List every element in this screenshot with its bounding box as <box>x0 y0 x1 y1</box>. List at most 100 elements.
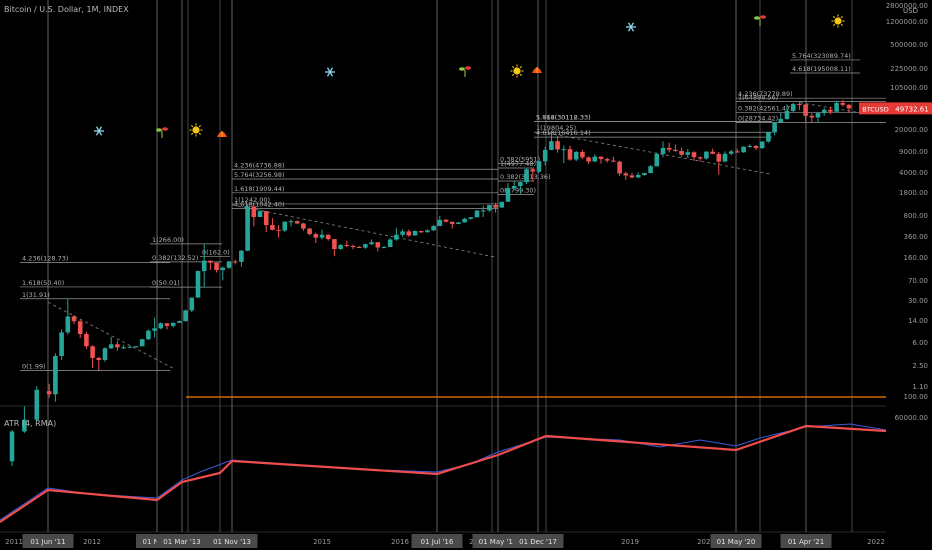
candle-body <box>22 419 27 432</box>
candle-body <box>660 147 666 154</box>
candle-body <box>511 186 517 189</box>
atr-tick-label: 100.00 <box>904 393 929 401</box>
date-marker-label: 01 Jun '11 <box>30 538 65 546</box>
candle-body <box>363 244 368 248</box>
candle-body <box>115 344 120 348</box>
candle-body <box>146 330 151 340</box>
date-marker-badge <box>710 534 762 548</box>
candle-body <box>772 122 777 133</box>
candle-body <box>34 389 40 420</box>
fib-level-label: 1.618(50.40) <box>22 279 64 287</box>
candle-body <box>846 104 852 109</box>
candle-body <box>394 234 399 240</box>
price-tick-label: 1.10 <box>912 383 928 391</box>
candle-body <box>741 146 746 153</box>
candle-body <box>53 356 58 395</box>
candle-body <box>728 151 734 154</box>
candle-body <box>561 149 567 151</box>
candle-body <box>313 234 319 238</box>
candle-body <box>487 205 492 211</box>
fib-level-label: 0(50.01) <box>152 279 180 287</box>
candle-body <box>530 169 536 172</box>
price-tick-label: 105000.00 <box>890 84 928 92</box>
candle-body <box>592 156 598 162</box>
fib-level-label: 4.618(195008.11) <box>792 65 851 73</box>
fib-level-label: 5.764(3256.98) <box>234 171 285 179</box>
candle-body <box>679 150 684 155</box>
candle-body <box>282 221 288 231</box>
price-tick-label: 500000.00 <box>890 41 928 49</box>
candle-body <box>716 153 722 162</box>
candle-body <box>505 188 511 202</box>
candle-body <box>108 344 114 349</box>
fib-level-label: 0(1799.30) <box>500 186 536 194</box>
candle-body <box>468 217 474 219</box>
candle-body <box>71 316 77 322</box>
sprout-icon <box>754 15 766 26</box>
candle-body <box>462 218 467 223</box>
candle-body <box>598 156 604 160</box>
candle-body <box>642 173 647 175</box>
candle-body <box>381 246 387 248</box>
date-marker-badge <box>156 534 208 548</box>
candle-body <box>251 206 257 218</box>
snowflake-icon <box>94 126 104 136</box>
fib-level-label: 1(4977.48) <box>500 160 536 168</box>
last-price-box <box>892 102 932 115</box>
candle-body <box>214 262 219 270</box>
candle-body <box>189 297 195 311</box>
candle-body <box>344 245 350 247</box>
price-tick-label: 14.00 <box>908 317 928 325</box>
trendline <box>231 204 496 258</box>
price-tick-label: 800.00 <box>904 212 929 220</box>
date-marker-label: 01 Nov '13 <box>213 538 251 546</box>
candle-body <box>666 147 672 150</box>
date-marker-label: 01 May '17 <box>479 538 518 546</box>
fib-level-label: 1.618(1909.44) <box>234 185 285 193</box>
candle-body <box>59 332 64 357</box>
candle-body <box>821 109 827 114</box>
x-tick-label: 2016 <box>391 538 409 546</box>
price-tick-label: 1200000.00 <box>886 18 928 26</box>
fib-level-label: 0(28734.42) <box>738 115 778 123</box>
candle-body <box>319 234 325 238</box>
candle-body <box>722 153 728 162</box>
candle-body <box>294 221 300 224</box>
candle-body <box>803 104 808 116</box>
candle-body <box>449 221 455 224</box>
candle-body <box>350 245 356 247</box>
candle-body <box>46 391 52 395</box>
candle-body <box>828 109 833 112</box>
price-tick-label: 160.00 <box>904 254 929 262</box>
sun-icon <box>189 123 203 137</box>
fib-level-label: 4.618(1042.40) <box>234 200 285 208</box>
date-marker-label: 01 Apr '21 <box>788 538 824 546</box>
fib-level-label: 4.618(16416.14) <box>536 129 591 137</box>
x-tick-label: 2015 <box>313 538 331 546</box>
candle-body <box>121 347 126 349</box>
last-price-symbol-box <box>859 102 892 115</box>
axis-unit: USD <box>903 7 918 15</box>
candle-body <box>555 141 560 150</box>
candle-body <box>747 145 753 147</box>
candle-body <box>549 141 554 150</box>
candle-body <box>418 231 424 233</box>
x-tick-label: 2012 <box>83 538 101 546</box>
candle-body <box>226 261 232 268</box>
fib-level-label: 1(19804.25) <box>536 124 576 132</box>
candle-body <box>301 223 306 229</box>
candle-body <box>208 260 213 263</box>
price-tick-label: 20000.00 <box>895 126 928 134</box>
date-marker-badge <box>411 534 463 548</box>
candle-body <box>183 310 188 322</box>
candle-body <box>239 250 244 262</box>
candle-body <box>493 205 498 208</box>
date-marker-badge <box>22 534 74 548</box>
candle-body <box>387 239 393 247</box>
candle-body <box>425 230 430 233</box>
fib-level-label: 0.382(42561.47) <box>738 104 793 112</box>
candle-body <box>288 221 294 223</box>
candle-body <box>90 346 95 358</box>
